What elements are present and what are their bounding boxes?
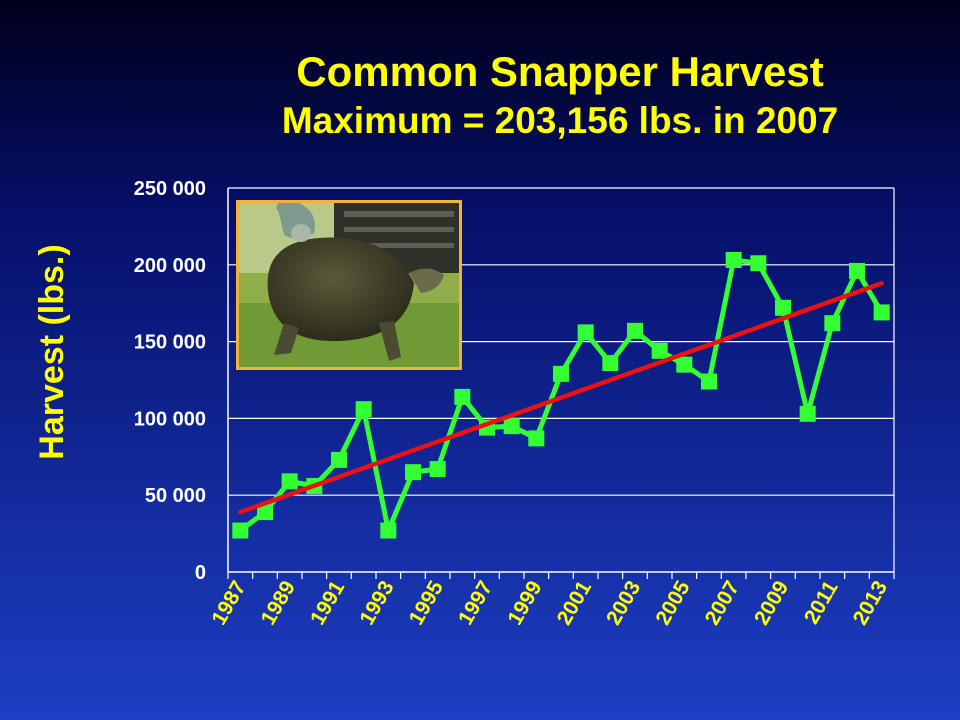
x-tick-label: 2009 [750,577,793,629]
data-point [331,451,347,468]
data-point [553,365,569,382]
data-point [725,251,742,268]
y-tick-labels: 0 50 000 100 000 150 000 200 000 250 000 [134,178,206,584]
data-point [651,342,668,359]
x-tick-label: 2007 [701,577,744,629]
y-tick-label: 100 000 [134,408,206,430]
snapping-turtle-photo [236,200,462,370]
x-tick-label: 2013 [849,577,892,629]
x-tick-label: 1987 [207,577,250,629]
y-tick-label: 250 000 [134,178,206,200]
y-tick-label: 150 000 [134,332,206,354]
data-point [849,262,865,279]
data-point [676,356,693,373]
x-tick-label: 1993 [355,577,398,629]
data-point [429,461,446,478]
data-point [873,304,890,321]
data-point [454,388,471,405]
axes [227,188,895,579]
trendline-group [238,280,884,515]
data-point [380,522,397,539]
data-point [405,464,421,481]
data-point [750,255,767,272]
x-tick-label: 1997 [454,577,497,629]
data-point [577,324,594,341]
x-tick-label: 2011 [800,577,843,628]
data-point [775,299,791,316]
x-tick-label: 1995 [405,577,448,629]
data-point [257,504,273,521]
x-tick-label: 2005 [651,577,694,629]
data-point [503,418,520,435]
data-point [281,473,298,490]
chart-subtitle: Maximum = 203,156 lbs. in 2007 [281,100,839,141]
data-point [799,405,816,422]
data-point [528,430,545,447]
x-tick-label: 2001 [553,577,596,629]
data-point [824,315,841,332]
data-point [355,401,372,418]
y-tick-label: 200 000 [134,255,206,277]
chart-title: Common Snapper Harvest [296,48,824,95]
data-point [701,373,717,390]
x-tick-label: 1989 [257,577,300,629]
data-point [602,355,619,372]
data-point [232,522,249,539]
trendline [238,280,884,515]
y-tick-label: 0 [195,562,206,584]
data-point [627,322,643,339]
x-tick-label: 2003 [602,577,645,629]
x-tick-label: 1999 [503,577,546,629]
x-tick-labels: 1987 1989 1991 1993 1995 1997 1999 2001 2003 2005… [207,577,892,629]
x-tick-label: 1991 [306,577,349,629]
y-tick-label: 50 000 [145,485,206,507]
